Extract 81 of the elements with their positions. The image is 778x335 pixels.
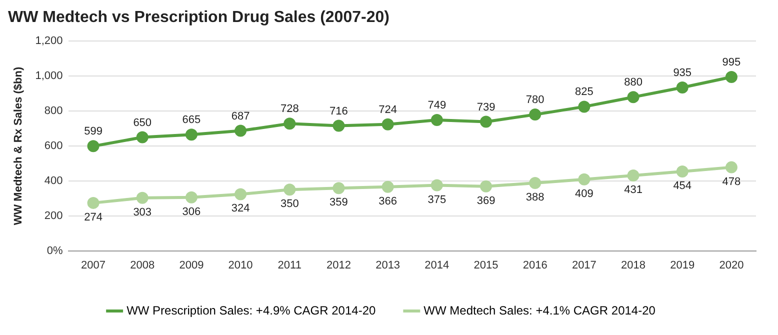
point <box>332 182 345 194</box>
x-tick-label: 2007 <box>81 259 106 272</box>
data-label: 478 <box>722 176 741 188</box>
data-label: 431 <box>624 184 642 196</box>
point <box>529 177 542 190</box>
point <box>382 118 394 130</box>
x-tick-label: 2018 <box>621 259 646 272</box>
data-label: 369 <box>476 194 496 207</box>
point <box>382 180 394 193</box>
legend-label: WW Medtech Sales: +4.1% CAGR 2014-20 <box>424 303 656 318</box>
y-tick-label: 1,000 <box>35 70 63 82</box>
point <box>234 124 247 137</box>
data-label: 324 <box>231 202 250 215</box>
point <box>725 71 738 84</box>
point <box>185 191 198 204</box>
data-label: 359 <box>330 196 348 209</box>
point <box>234 188 247 200</box>
x-tick-label: 2014 <box>424 259 450 272</box>
data-label: 274 <box>84 211 102 224</box>
data-label: 739 <box>476 101 496 114</box>
x-tick-label: 2012 <box>326 259 351 272</box>
data-label: 995 <box>722 56 741 69</box>
point <box>332 120 345 132</box>
x-tick-label: 2010 <box>228 259 253 272</box>
point <box>430 114 443 126</box>
point <box>136 192 148 204</box>
data-label: 724 <box>378 104 397 116</box>
data-label: 350 <box>280 198 299 210</box>
x-tick-label: 2016 <box>522 259 548 272</box>
data-label: 687 <box>231 110 250 122</box>
legend-label: WW Prescription Sales: +4.9% CAGR 2014-20 <box>126 303 376 318</box>
data-label: 650 <box>133 116 152 129</box>
data-label: 825 <box>575 86 594 98</box>
point <box>725 161 738 174</box>
point <box>676 166 688 178</box>
point <box>627 170 640 182</box>
x-tick-label: 2017 <box>572 259 596 272</box>
point <box>578 100 590 113</box>
point <box>627 91 640 104</box>
data-label: 880 <box>624 76 642 89</box>
point <box>578 173 590 186</box>
data-label: 375 <box>428 194 446 206</box>
chart-title: WW Medtech vs Prescription Drug Sales (2007-20) <box>8 9 390 26</box>
point <box>529 108 542 121</box>
data-label: 454 <box>673 180 692 192</box>
y-tick-label: 0% <box>46 244 63 257</box>
data-label: 306 <box>182 206 201 218</box>
data-label: 749 <box>428 100 446 112</box>
y-tick-label: 1,200 <box>35 35 63 48</box>
x-tick-label: 2015 <box>474 259 498 272</box>
point <box>87 140 100 152</box>
x-tick-label: 2008 <box>130 259 155 272</box>
data-label: 366 <box>378 195 397 208</box>
data-label: 409 <box>575 188 594 200</box>
x-tick-label: 2013 <box>376 259 400 272</box>
point <box>480 180 492 192</box>
point <box>284 184 296 196</box>
data-label: 716 <box>330 105 348 118</box>
point <box>284 118 296 130</box>
x-tick-label: 2019 <box>670 259 695 272</box>
point <box>676 81 688 94</box>
x-tick-label: 2020 <box>719 259 744 272</box>
point <box>87 196 100 209</box>
data-label: 935 <box>673 67 692 80</box>
point <box>136 131 148 144</box>
point <box>430 179 443 192</box>
y-tick-label: 600 <box>44 140 63 152</box>
point <box>185 128 198 141</box>
data-label: 599 <box>84 126 102 138</box>
data-label: 303 <box>133 206 152 218</box>
x-tick-label: 2009 <box>179 259 204 272</box>
data-label: 665 <box>182 114 201 126</box>
x-tick-label: 2011 <box>278 259 302 272</box>
y-tick-label: 800 <box>44 105 63 118</box>
data-label: 388 <box>526 192 544 204</box>
data-label: 728 <box>280 103 299 116</box>
y-tick-label: 400 <box>44 174 63 187</box>
y-tick-label: 200 <box>44 210 63 222</box>
y-axis-title: WW Medtech & Rx Sales ($bn) <box>12 66 25 226</box>
point <box>480 116 492 128</box>
data-label: 780 <box>526 94 544 106</box>
